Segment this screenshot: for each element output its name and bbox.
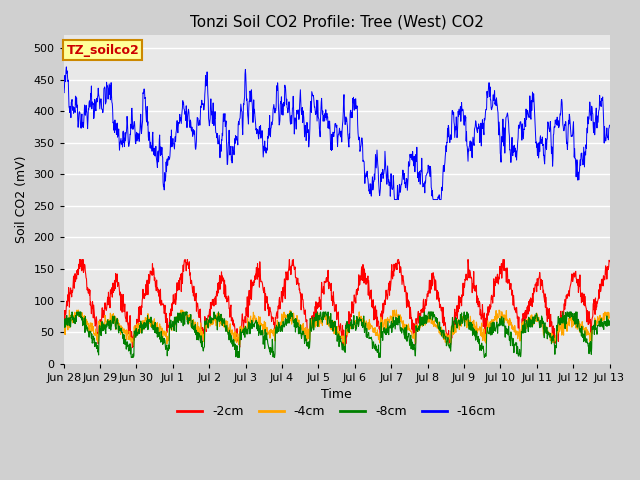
Legend: -2cm, -4cm, -8cm, -16cm: -2cm, -4cm, -8cm, -16cm bbox=[172, 400, 501, 423]
Title: Tonzi Soil CO2 Profile: Tree (West) CO2: Tonzi Soil CO2 Profile: Tree (West) CO2 bbox=[189, 15, 484, 30]
Text: TZ_soilco2: TZ_soilco2 bbox=[67, 44, 139, 57]
X-axis label: Time: Time bbox=[321, 388, 352, 401]
Y-axis label: Soil CO2 (mV): Soil CO2 (mV) bbox=[15, 156, 28, 243]
